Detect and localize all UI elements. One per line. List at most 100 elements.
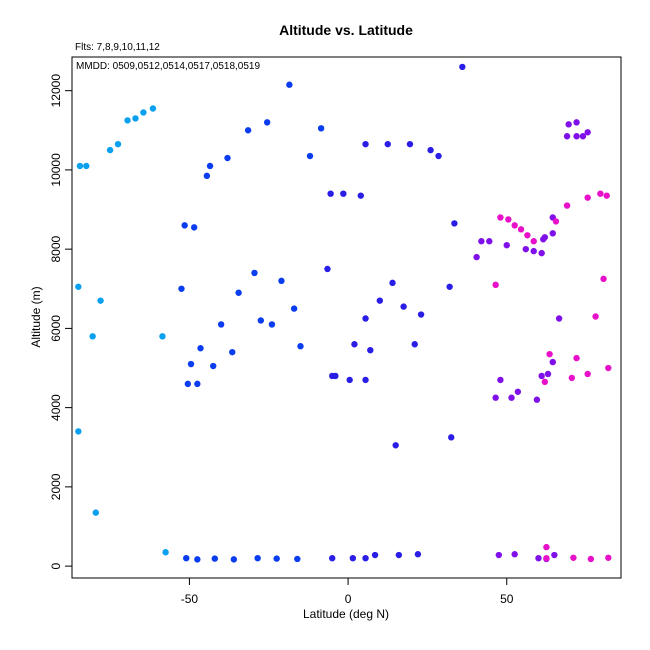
data-point — [149, 105, 157, 112]
data-point — [538, 372, 545, 380]
x-axis: -50 0 50 — [181, 578, 514, 606]
data-point — [392, 442, 399, 449]
x-tick-label: -50 — [181, 592, 199, 606]
data-point — [194, 556, 201, 563]
data-point — [584, 370, 591, 378]
data-point — [492, 281, 499, 289]
data-point — [505, 216, 512, 223]
data-point — [235, 289, 242, 296]
data-point — [217, 321, 225, 328]
data-point — [573, 133, 580, 140]
data-point — [495, 551, 503, 559]
data-point — [206, 162, 214, 170]
data-point — [530, 247, 537, 255]
data-point — [508, 394, 515, 401]
data-point — [324, 265, 331, 273]
data-point — [384, 140, 391, 148]
data-point — [563, 202, 571, 209]
y-tick-label: 4000 — [49, 394, 63, 421]
data-point — [530, 238, 537, 245]
data-point — [417, 311, 425, 318]
data-point — [140, 109, 147, 116]
data-point — [570, 554, 577, 561]
data-point — [362, 376, 369, 384]
x-tick-label: 50 — [500, 592, 514, 606]
data-point — [533, 396, 541, 403]
data-point — [605, 364, 612, 372]
data-points — [75, 63, 612, 563]
data-point — [203, 172, 211, 180]
data-point — [451, 220, 458, 227]
data-point — [459, 63, 466, 71]
data-point — [362, 554, 369, 562]
data-point — [551, 551, 558, 559]
data-point — [579, 133, 587, 140]
data-point — [357, 192, 364, 199]
data-point — [538, 249, 545, 257]
data-point — [517, 226, 525, 233]
data-point — [389, 279, 396, 287]
data-point — [549, 358, 556, 366]
data-point — [367, 346, 374, 354]
data-point — [317, 125, 325, 132]
data-point — [268, 321, 276, 328]
y-tick-label: 6000 — [49, 315, 63, 342]
data-point — [592, 313, 599, 320]
data-point — [159, 333, 166, 340]
data-point — [511, 551, 518, 558]
data-point — [473, 253, 480, 261]
y-tick-label: 8000 — [49, 235, 63, 262]
x-tick-label: 0 — [345, 592, 352, 606]
data-point — [406, 140, 414, 148]
data-point — [229, 348, 236, 356]
data-point — [563, 133, 571, 140]
data-point — [395, 551, 403, 559]
data-point — [546, 350, 553, 358]
data-point — [244, 127, 252, 134]
data-point — [446, 283, 453, 290]
data-point — [497, 376, 504, 384]
data-point — [332, 372, 339, 380]
data-point — [106, 146, 114, 154]
data-point — [346, 376, 353, 384]
data-point — [254, 554, 261, 562]
data-point — [351, 341, 358, 348]
data-point — [568, 374, 576, 382]
data-point — [257, 317, 265, 324]
data-point — [349, 554, 357, 562]
data-point — [587, 555, 595, 563]
data-point — [329, 554, 336, 562]
data-point — [178, 285, 185, 292]
data-point — [535, 554, 542, 562]
data-point — [75, 428, 82, 435]
data-point — [565, 121, 572, 128]
flights-annotation: Flts: 7,8,9,10,11,12 — [75, 42, 160, 53]
data-point — [435, 152, 442, 160]
data-point — [503, 241, 510, 249]
data-point — [584, 194, 591, 201]
data-point — [294, 555, 301, 563]
data-point — [263, 119, 271, 126]
data-point — [224, 154, 231, 162]
data-point — [605, 554, 612, 561]
data-point — [210, 362, 217, 370]
data-point — [597, 190, 604, 197]
data-point — [573, 119, 580, 126]
data-point — [584, 129, 591, 136]
y-tick-label: 2000 — [49, 473, 63, 500]
data-point — [184, 380, 192, 388]
data-point — [286, 81, 293, 88]
data-point — [543, 543, 550, 551]
data-point — [522, 245, 529, 253]
data-point — [400, 303, 407, 310]
data-point — [362, 315, 369, 322]
y-tick-label: 12000 — [49, 74, 63, 108]
data-point — [486, 238, 493, 245]
chart-title: Altitude vs. Latitude — [279, 22, 413, 38]
data-point — [511, 222, 518, 229]
data-point — [211, 555, 219, 562]
data-point — [297, 343, 304, 350]
data-point — [190, 224, 198, 231]
data-point — [327, 190, 334, 197]
